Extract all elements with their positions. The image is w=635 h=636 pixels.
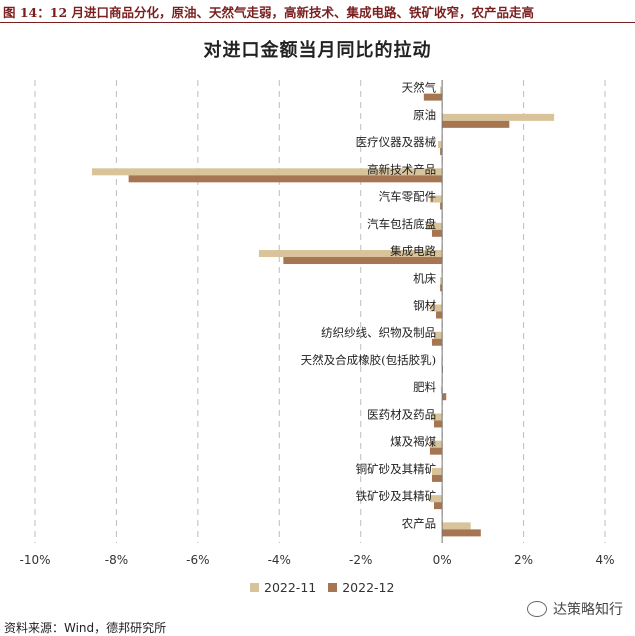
bar-2022-11	[440, 386, 443, 394]
legend-label-2022-12: 2022-12	[342, 579, 395, 595]
figure-header: 图 14：12 月进口商品分化，原油、天然气走弱，高新技术、集成电路、铁矿收窄，…	[0, 0, 635, 23]
bar-2022-11	[425, 222, 443, 230]
bar-2022-11	[431, 467, 443, 475]
bar-2022-11	[258, 250, 443, 258]
category-label: 汽车零配件	[379, 190, 437, 204]
category-label: 机床	[413, 271, 436, 285]
x-tick-label: 2%	[514, 553, 533, 567]
category-label: 天然及合成橡胶(包括胶乳)	[301, 353, 436, 367]
bar-2022-11	[431, 413, 443, 421]
wechat-icon	[527, 601, 547, 617]
chart-legend: 2022-11 2022-12	[250, 578, 406, 596]
bar-2022-11	[438, 141, 443, 149]
category-label: 高新技术产品	[367, 162, 436, 176]
bar-2022-12	[423, 93, 443, 101]
category-label: 汽车包括底盘	[367, 217, 436, 231]
bar-2022-11	[440, 277, 443, 285]
bar-2022-12	[440, 148, 443, 156]
bar-2022-12	[434, 420, 443, 428]
bar-2022-11	[434, 331, 443, 339]
bar-2022-12	[440, 202, 443, 210]
bar-2022-11	[429, 440, 443, 448]
bar-2022-12	[442, 529, 481, 537]
legend-swatch-2022-11	[250, 582, 259, 592]
bar-2022-11	[442, 113, 555, 121]
x-tick-label: -2%	[349, 553, 372, 567]
bar-2022-12	[431, 474, 443, 482]
watermark-text: 达策略知行	[553, 602, 623, 618]
bar-2022-11	[429, 304, 443, 312]
figure-title: 图 14：12 月进口商品分化，原油、天然气走弱，高新技术、集成电路、铁矿收窄，…	[3, 5, 534, 20]
category-label: 集成电路	[390, 244, 436, 258]
x-tick-label: 4%	[595, 553, 614, 567]
x-tick-label: -10%	[19, 553, 50, 567]
bar-2022-12	[442, 120, 510, 128]
bar-2022-11	[429, 195, 443, 203]
category-label: 天然气	[402, 81, 437, 95]
source-note: 资料来源：Wind，德邦研究所	[4, 621, 167, 635]
legend-swatch-2022-12	[328, 582, 338, 592]
bar-2022-12	[442, 393, 447, 401]
category-label: 铁矿砂及其精矿	[356, 489, 437, 503]
legend-item-2022-12: 2022-12	[328, 580, 394, 595]
bar-2022-12	[128, 175, 443, 183]
category-label: 肥料	[413, 380, 436, 394]
category-label: 纺织纱线、织物及制品	[321, 326, 436, 340]
bar-2022-12	[431, 229, 443, 237]
x-tick-label: 0%	[433, 553, 452, 567]
chart-title: 对进口金额当月同比的拉动	[203, 40, 432, 61]
bar-2022-11	[92, 168, 443, 176]
category-label: 钢材	[413, 299, 436, 313]
category-label: 铜矿砂及其精矿	[356, 462, 437, 476]
category-label: 煤及褐煤	[390, 435, 436, 449]
bar-2022-12	[436, 311, 443, 319]
bar-2022-11	[440, 86, 443, 94]
legend-item-2022-11: 2022-11	[250, 580, 316, 595]
legend-label-2022-11: 2022-11	[264, 579, 317, 595]
x-tick-label: -4%	[268, 553, 291, 567]
bar-2022-12	[440, 284, 443, 292]
bar-2022-11	[429, 495, 443, 503]
bar-2022-12	[434, 502, 443, 510]
category-label: 医疗仪器及器械	[356, 135, 437, 149]
bar-2022-12	[429, 447, 443, 455]
category-label: 原油	[413, 108, 436, 122]
bar-2022-12	[283, 257, 443, 265]
x-tick-label: -6%	[186, 553, 209, 567]
x-tick-label: -8%	[105, 553, 128, 567]
bar-2022-11	[442, 522, 471, 530]
bar-2022-12	[431, 338, 443, 346]
category-label: 医药材及药品	[367, 407, 436, 421]
category-label: 农产品	[402, 516, 437, 530]
watermark: 达策略知行	[527, 599, 623, 619]
